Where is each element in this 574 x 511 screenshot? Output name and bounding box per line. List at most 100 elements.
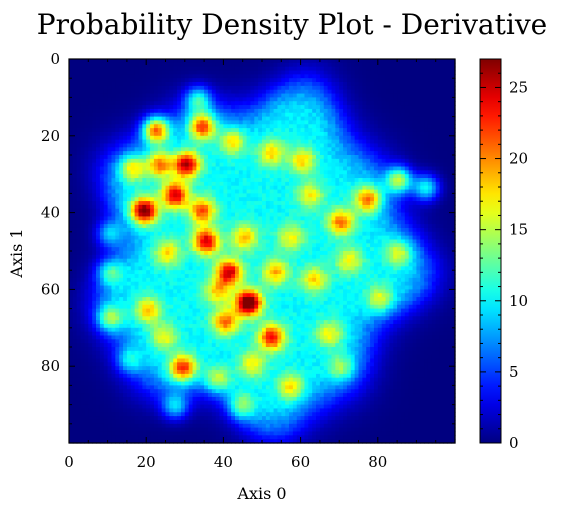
heatmap-cell [354,212,360,218]
heatmap-cell [188,227,194,233]
heatmap-cell [370,216,375,221]
heatmap-cell [269,181,275,187]
heatmap-cell [358,74,363,79]
heatmap-cell [161,158,167,164]
heatmap-cell [223,162,228,168]
heatmap-cell [389,185,394,191]
heatmap-cell [416,243,421,248]
heatmap-cell [323,204,329,210]
heatmap-cell [400,216,406,221]
heatmap-cell [258,227,263,233]
heatmap-cell [196,143,201,148]
heatmap-cell [431,220,437,225]
heatmap-cell [420,135,425,141]
heatmap-cell [339,170,344,175]
heatmap-cell [420,108,425,114]
heatmap-cell [177,212,182,218]
heatmap-cell [404,62,410,68]
heatmap-cell [262,101,267,106]
heatmap-cell [331,82,336,87]
heatmap-cell [404,216,410,221]
heatmap-cell [373,70,379,75]
heatmap-cell [146,105,151,110]
heatmap-cell [397,155,402,160]
heatmap-cell [362,143,367,148]
heatmap-cell [381,59,387,64]
heatmap-cell [400,181,406,187]
heatmap-cell [354,82,360,87]
heatmap-cell [408,151,414,156]
heatmap-cell [354,97,360,102]
heatmap-cell [107,158,113,164]
heatmap-cell [180,116,186,122]
heatmap-cell [184,128,190,133]
heatmap-cell [123,231,128,237]
heatmap-cell [319,120,325,125]
heatmap-cell [150,74,155,79]
heatmap-cell [262,193,267,198]
heatmap-cell [250,181,255,187]
heatmap-cell [269,243,275,248]
heatmap-cell [246,204,252,210]
heatmap-cell [424,62,429,68]
heatmap-cell [84,235,89,241]
heatmap-cell [142,143,147,148]
heatmap-cell [231,70,236,75]
heatmap-cell [126,74,132,79]
heatmap-cell [130,158,136,164]
heatmap-cell [258,239,263,244]
heatmap-cell [180,74,186,79]
heatmap-cell [358,93,363,98]
heatmap-cell [180,155,186,160]
heatmap-cell [281,224,286,229]
heatmap-cell [400,74,406,79]
heatmap-cell [312,135,317,141]
heatmap-cell [192,231,197,237]
heatmap-cell [420,97,425,102]
heatmap-cell [277,181,282,187]
heatmap-cell [138,216,143,221]
heatmap-cell [72,247,78,252]
heatmap-cell [308,112,313,118]
heatmap-cell [373,166,379,171]
heatmap-cell [99,124,105,129]
heatmap-cell [308,108,313,114]
heatmap-cell [350,139,356,145]
heatmap-cell [173,82,178,87]
heatmap-cell [412,185,417,191]
heatmap-cell [292,204,298,210]
heatmap-cell [227,124,232,129]
heatmap-cell [389,124,394,129]
heatmap-cell [439,212,445,218]
heatmap-cell [177,185,182,191]
heatmap-cell [416,135,421,141]
heatmap-cell [385,131,390,137]
heatmap-cell [142,89,147,95]
heatmap-cell [416,97,421,102]
heatmap-cell [273,101,279,106]
heatmap-cell [304,59,309,64]
heatmap-cell [92,139,97,145]
heatmap-cell [115,62,120,68]
heatmap-cell [292,162,298,168]
heatmap-cell [331,247,336,252]
heatmap-cell [350,178,356,183]
heatmap-cell [103,124,109,129]
heatmap-cell [84,247,89,252]
heatmap-cell [300,66,306,72]
heatmap-cell [72,201,78,206]
heatmap-cell [439,128,445,133]
heatmap-cell [431,189,437,194]
heatmap-cell [447,66,452,72]
heatmap-cell [339,120,344,125]
heatmap-cell [366,70,371,75]
heatmap-cell [308,197,313,202]
heatmap-cell [377,139,383,145]
heatmap-cell [107,189,113,194]
heatmap-cell [180,220,186,225]
heatmap-cell [138,247,143,252]
heatmap-cell [443,201,448,206]
heatmap-cell [238,216,244,221]
heatmap-cell [262,89,267,95]
heatmap-cell [400,212,406,218]
